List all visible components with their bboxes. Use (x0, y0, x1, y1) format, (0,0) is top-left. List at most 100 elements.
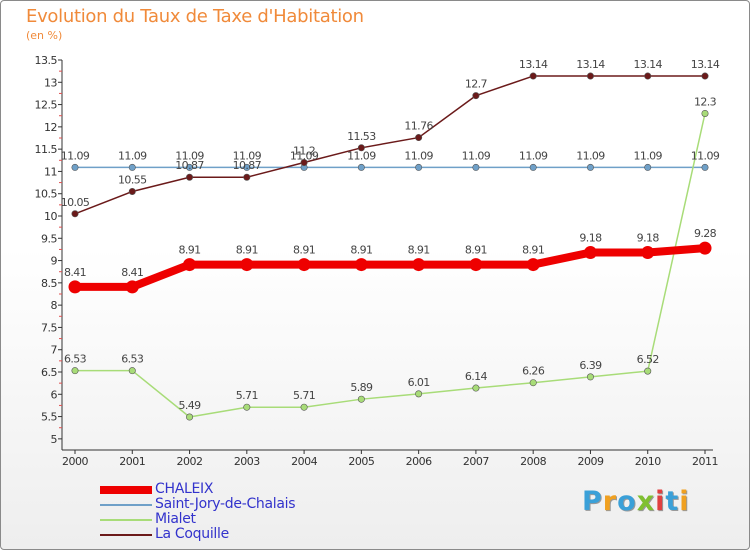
data-label: 8.91 (465, 244, 487, 257)
y-tick-label: 10 (44, 210, 57, 223)
x-tick-label: 2000 (62, 455, 88, 468)
data-point (297, 258, 311, 272)
legend-swatch (100, 486, 152, 494)
series-line-mialet (74, 112, 706, 418)
data-label: 6.26 (522, 365, 545, 378)
data-point (586, 373, 594, 381)
data-point (644, 163, 652, 171)
data-point (472, 384, 480, 392)
data-label: 11.09 (175, 149, 204, 162)
data-point (68, 280, 82, 294)
data-label: 11.76 (404, 120, 433, 133)
y-tick-label: 10.5 (35, 188, 58, 201)
data-label: 10.55 (118, 173, 147, 186)
y-tick-label: 7 (51, 344, 58, 357)
data-point (128, 163, 136, 171)
data-label: 11.2 (293, 145, 315, 158)
data-label: 8.91 (178, 244, 200, 257)
logo-letter: P (582, 486, 603, 517)
y-tick-label: 12.5 (35, 99, 58, 112)
data-point (186, 413, 194, 421)
x-tick-label: 2007 (463, 455, 489, 468)
data-point (415, 134, 423, 142)
x-tick-label: 2011 (692, 455, 718, 468)
data-label: 11.09 (61, 149, 90, 162)
data-point (529, 379, 537, 387)
data-point (354, 258, 368, 272)
data-label: 13.14 (691, 58, 720, 71)
y-tick-label: 11 (44, 165, 57, 178)
data-point (128, 187, 136, 195)
y-tick-label: 9.5 (41, 232, 57, 245)
logo-letter: r (602, 486, 618, 517)
y-tick-label: 8.5 (41, 277, 57, 290)
y-tick-label: 7.5 (41, 321, 57, 334)
data-label: 5.71 (293, 389, 315, 402)
data-point (357, 163, 365, 171)
data-point (300, 159, 308, 167)
data-point (641, 246, 655, 260)
data-point (186, 173, 194, 181)
data-point (243, 163, 251, 171)
data-label: 11.09 (462, 149, 491, 162)
x-tick-label: 2009 (577, 455, 603, 468)
logo-letter: x (636, 486, 656, 517)
data-label: 11.09 (633, 149, 662, 162)
data-point (698, 241, 712, 255)
legend-swatch (100, 504, 152, 506)
data-label: 6.01 (408, 376, 430, 389)
data-point (71, 367, 79, 375)
y-tick-label: 13.5 (35, 54, 58, 67)
data-label: 5.71 (236, 389, 258, 402)
data-point (586, 72, 594, 80)
data-label: 11.53 (347, 130, 376, 143)
data-point (586, 163, 594, 171)
data-point (469, 258, 483, 272)
logo-letter: t (665, 486, 680, 517)
data-point (71, 210, 79, 218)
data-point (243, 173, 251, 181)
data-point (529, 72, 537, 80)
data-point (412, 258, 426, 272)
logo-letter: i (679, 486, 690, 517)
x-tick-label: 2008 (520, 455, 546, 468)
data-point (583, 246, 597, 260)
data-label: 6.52 (637, 353, 659, 366)
x-tick-label: 2010 (635, 455, 661, 468)
series-line-chaleix (71, 244, 709, 291)
data-label: 8.91 (293, 244, 315, 257)
data-label: 11.09 (576, 149, 605, 162)
data-label: 10.87 (233, 159, 262, 172)
data-point (357, 395, 365, 403)
y-tick-label: 6.5 (41, 366, 57, 379)
data-label: 6.39 (579, 359, 602, 372)
data-label: 10.87 (175, 159, 204, 172)
data-point (644, 72, 652, 80)
data-label: 5.89 (350, 381, 373, 394)
data-label: 10.05 (61, 196, 90, 209)
data-point (415, 163, 423, 171)
data-label: 11.09 (519, 149, 548, 162)
data-point (472, 92, 480, 100)
data-label: 8.91 (408, 244, 430, 257)
data-label: 9.18 (579, 232, 602, 245)
data-label: 8.41 (121, 266, 143, 279)
y-tick-label: 6 (51, 388, 58, 401)
data-label: 6.53 (64, 353, 87, 366)
data-label: 11.09 (233, 149, 262, 162)
legend-label: Saint-Jory-de-Chalais (155, 496, 296, 512)
data-point (526, 258, 540, 272)
x-tick-label: 2006 (406, 455, 432, 468)
data-label: 9.28 (694, 227, 717, 240)
x-tick-label: 2004 (291, 455, 317, 468)
data-label: 8.91 (236, 244, 258, 257)
data-label: 11.09 (404, 149, 433, 162)
chart-title: Evolution du Taux de Taxe d'Habitation (26, 6, 364, 27)
x-tick-label: 2003 (234, 455, 260, 468)
data-label: 8.91 (522, 244, 544, 257)
data-label: 13.14 (633, 58, 662, 71)
proxiti-logo: Proxiti (582, 486, 690, 517)
data-label: 6.14 (465, 370, 488, 383)
legend-label: La Coquille (155, 526, 229, 542)
